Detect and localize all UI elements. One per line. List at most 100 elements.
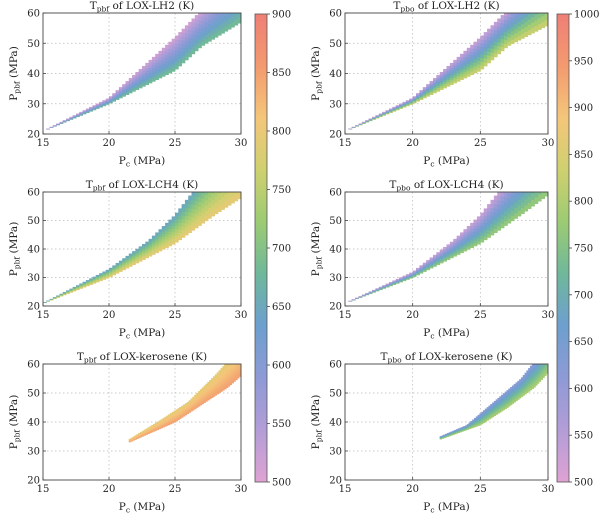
heatmap-cell (527, 13, 532, 15)
heatmap-cell (511, 397, 515, 400)
heatmap-cell (527, 24, 532, 30)
heatmap-cell (538, 181, 542, 188)
heatmap-cell (483, 211, 488, 216)
heatmap-cell (132, 437, 135, 439)
heatmap-cell (449, 243, 454, 246)
heatmap-cell (132, 439, 135, 440)
heatmap-cell (147, 429, 150, 431)
heatmap-cell (214, 378, 218, 382)
heatmap-cell (526, 370, 529, 374)
heatmap-cell (82, 284, 87, 286)
heatmap-cell (142, 81, 146, 85)
heatmap-cell (483, 412, 486, 415)
heatmap-cell (211, 25, 215, 31)
heatmap-cell (459, 430, 462, 431)
heatmap-cell (395, 282, 400, 284)
heatmap-cell (92, 281, 97, 283)
heatmap-cell (480, 222, 485, 227)
heatmap-cell (475, 424, 479, 426)
heatmap-cell (228, 2, 232, 8)
heatmap-cell (165, 233, 169, 237)
heatmap-cell (147, 428, 150, 430)
heatmap-cell (528, 373, 531, 377)
heatmap-cell (541, 13, 546, 17)
heatmap-cell (514, 170, 518, 176)
heatmap-cell (466, 428, 470, 430)
heatmap-cell (481, 411, 484, 414)
heatmap-cell (208, 23, 212, 29)
heatmap-cell (89, 107, 93, 109)
heatmap-cell (399, 279, 403, 281)
heatmap-cell (493, 212, 498, 217)
heatmap-cell (191, 45, 196, 51)
y-tick-label: 60 (329, 9, 342, 20)
heatmap-cell (483, 236, 488, 241)
heatmap-cell (238, 169, 242, 177)
heatmap-cell (405, 277, 410, 279)
heatmap-cell (543, 350, 545, 354)
heatmap-cell (196, 401, 199, 404)
heatmap-cell (545, 153, 549, 161)
heatmap-cell (221, 172, 225, 179)
heatmap-cell (493, 407, 497, 410)
heatmap-cell (141, 432, 145, 434)
heatmap-cell (490, 40, 495, 45)
heatmap-cell (234, 357, 236, 360)
heatmap-cell (449, 65, 454, 69)
heatmap-cell (456, 65, 461, 69)
heatmap-cell (501, 409, 504, 412)
heatmap-cell (455, 429, 459, 431)
heatmap-cell (208, 186, 212, 192)
heatmap-cell (237, 365, 240, 370)
heatmap-cell (497, 199, 502, 205)
heatmap-cell (461, 428, 464, 430)
heatmap-cell (522, 375, 525, 378)
colorbar-tick-label: 1000 (574, 10, 599, 21)
heatmap-cell (190, 408, 193, 411)
heatmap-cell (452, 431, 455, 433)
heatmap-cell (399, 106, 403, 108)
heatmap-cell (194, 397, 197, 400)
heatmap-cell (149, 429, 152, 432)
heatmap-cell (486, 412, 489, 415)
heatmap-cell (164, 423, 167, 425)
heatmap-cell (92, 279, 97, 281)
heatmap-cell (204, 30, 209, 36)
heatmap-cell (488, 408, 491, 411)
heatmap-cell (194, 15, 199, 20)
heatmap-cell (138, 434, 141, 436)
heatmap-cell (115, 268, 120, 271)
heatmap-cell (165, 51, 169, 56)
y-tick-label: 60 (329, 188, 342, 199)
heatmap-cell (72, 288, 77, 290)
heatmap-cell (194, 402, 197, 405)
heatmap-cell (473, 237, 478, 241)
heatmap-cell (493, 405, 497, 408)
heatmap-cell (209, 384, 212, 387)
heatmap-cell (125, 81, 130, 83)
heatmap-cell (186, 409, 190, 412)
heatmap-cell (216, 379, 219, 383)
heatmap-cell (476, 49, 481, 54)
heatmap-cell (79, 287, 83, 289)
heatmap-cell (510, 17, 515, 23)
heatmap-cell (504, 183, 508, 188)
heatmap-cell (145, 431, 148, 433)
heatmap-cell (142, 68, 146, 71)
heatmap-cell (484, 418, 488, 421)
heatmap-cell (464, 425, 468, 427)
heatmap-cell (392, 282, 397, 284)
heatmap-cell (201, 24, 206, 30)
panel-title: Tpbf of LOX-kerosene (K) (77, 351, 207, 365)
heatmap-cell (169, 417, 173, 420)
heatmap-cell (474, 421, 477, 424)
heatmap-cell (238, 0, 242, 6)
heatmap-cell (109, 101, 113, 103)
heatmap-cell (450, 434, 453, 436)
heatmap-cell (520, 23, 525, 30)
heatmap-cell (155, 234, 159, 238)
heatmap-cell (118, 91, 123, 94)
heatmap-cell (455, 430, 459, 431)
heatmap-cell (177, 413, 180, 416)
heatmap-cell (209, 382, 212, 385)
